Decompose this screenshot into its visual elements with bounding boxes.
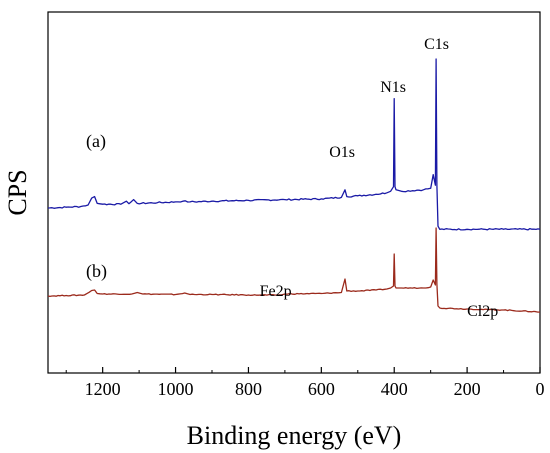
x-tick-label: 400 xyxy=(381,379,408,399)
x-tick-label: 0 xyxy=(536,379,545,399)
series-line-b xyxy=(47,227,541,313)
peak-annotation: N1s xyxy=(380,79,406,96)
series-line-a xyxy=(47,58,541,231)
x-tick-label: 600 xyxy=(308,379,335,399)
annotation-layer: (a) O1s N1s C1s (b) Fe2p Cl2p xyxy=(86,36,498,320)
peak-annotation: Cl2p xyxy=(467,303,498,320)
y-axis-title: CPS xyxy=(3,169,32,215)
x-tick-label: 1000 xyxy=(158,379,194,399)
peak-annotation: Fe2p xyxy=(260,283,292,300)
x-axis-ticks: 1200 1000 800 600 400 200 0 xyxy=(65,367,545,399)
x-tick-label: 200 xyxy=(454,379,481,399)
series-layer xyxy=(47,58,541,313)
plot-area xyxy=(47,11,541,374)
x-tick-label: 1200 xyxy=(85,379,121,399)
plot-frame xyxy=(47,11,541,374)
x-tick-label: 800 xyxy=(235,379,262,399)
series-label: (a) xyxy=(86,131,106,152)
x-axis-title: Binding energy (eV) xyxy=(187,421,402,450)
series-label: (b) xyxy=(86,261,107,282)
peak-annotation: C1s xyxy=(424,36,449,53)
peak-annotation: O1s xyxy=(329,144,355,161)
